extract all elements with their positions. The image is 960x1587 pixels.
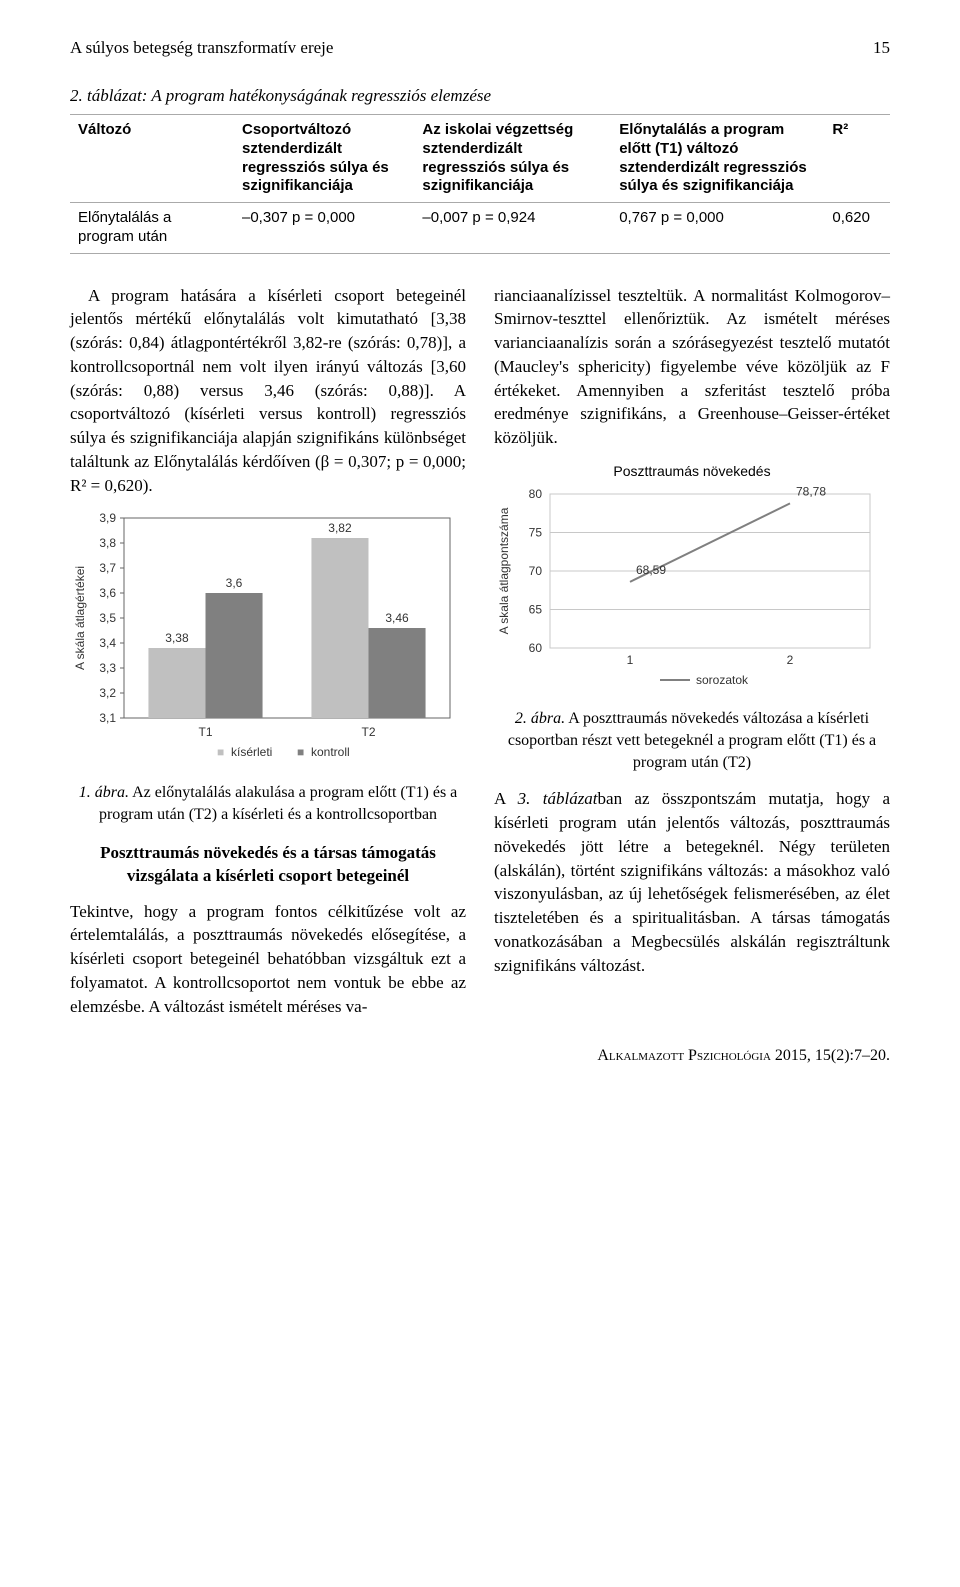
svg-text:3,5: 3,5 [99,611,116,625]
table2: Változó Csoportváltozó sztenderdizált re… [70,114,890,254]
right-p2: A 3. táblázatban az összpontszám mutatja… [494,787,890,977]
td-education: –0,007 p = 0,924 [414,203,611,254]
svg-text:3,3: 3,3 [99,661,116,675]
svg-text:3,46: 3,46 [385,611,409,625]
svg-text:65: 65 [529,602,543,616]
page-number: 15 [873,38,890,58]
svg-text:3,38: 3,38 [165,631,189,645]
svg-text:68,59: 68,59 [636,563,666,577]
fig2-caption: 2. ábra. A poszttraumás növekedés változ… [494,708,890,773]
running-title: A súlyos betegség transzformatív ereje [70,38,333,58]
two-columns: A program hatására a kísérleti csoport b… [70,284,890,1021]
left-p2: Tekintve, hogy a program fontos célkitűz… [70,900,466,1019]
journal-name: Alkalmazott Pszichológia [597,1047,771,1064]
chart2-title: Poszttraumás növekedés [494,462,890,482]
svg-text:3,6: 3,6 [226,576,243,590]
fig2-number: 2. ábra. [515,710,565,727]
td-group: –0,307 p = 0,000 [234,203,414,254]
running-head: A súlyos betegség transzformatív ereje 1… [70,38,890,58]
right-column: rianciaanalízissel teszteltük. A normali… [494,284,890,1021]
th-r2: R² [824,115,890,203]
svg-text:T1: T1 [198,725,212,739]
chart1-wrap: 3,1 3,2 3,3 3,4 3,5 3,6 3,7 3,8 3,9 A skála átlag… [70,510,466,777]
journal-issue: 2015, 15(2):7–20. [771,1047,890,1064]
th-t1: Előnytalálás a program előtt (T1) változ… [611,115,824,203]
svg-text:■: ■ [217,745,224,759]
svg-text:A skala átlagpontszáma: A skala átlagpontszáma [497,507,511,634]
svg-text:3,8: 3,8 [99,536,116,550]
svg-text:2: 2 [787,653,794,667]
fig1-number: 1. ábra. [79,784,129,801]
svg-text:3,7: 3,7 [99,561,116,575]
table-row: Előnytalálás a program után –0,307 p = 0… [70,203,890,254]
svg-text:3,1: 3,1 [99,711,116,725]
svg-text:1: 1 [627,653,634,667]
table-header-row: Változó Csoportváltozó sztenderdizált re… [70,115,890,203]
svg-text:kísérleti: kísérleti [231,745,272,759]
svg-text:80: 80 [529,487,543,501]
svg-text:78,78: 78,78 [796,486,826,498]
svg-text:kontroll: kontroll [311,745,350,759]
right-p2a: A [494,789,518,808]
svg-text:3,4: 3,4 [99,636,116,650]
svg-text:70: 70 [529,564,543,578]
svg-text:3,9: 3,9 [99,511,116,525]
chart2-wrap: Poszttraumás növekedés 60 65 70 75 80 A skala… [494,462,890,702]
svg-text:75: 75 [529,525,543,539]
fig1-text: Az előnytalálás alakulása a program előt… [99,784,457,823]
td-variable: Előnytalálás a program után [70,203,234,254]
th-group: Csoportváltozó sztenderdizált regresszió… [234,115,414,203]
chart1: 3,1 3,2 3,3 3,4 3,5 3,6 3,7 3,8 3,9 A skála átlag… [70,510,460,770]
svg-text:60: 60 [529,641,543,655]
section-heading: Poszttraumás növekedés és a társas támog… [70,842,466,888]
th-education: Az iskolai végzettség sztenderdizált reg… [414,115,611,203]
right-p1: rianciaanalízissel teszteltük. A normali… [494,284,890,451]
svg-text:A skála átlagértékei: A skála átlagértékei [73,566,87,670]
svg-text:3,6: 3,6 [99,586,116,600]
td-t1: 0,767 p = 0,000 [611,203,824,254]
td-r2: 0,620 [824,203,890,254]
svg-text:3,82: 3,82 [328,521,352,535]
fig1-caption: 1. ábra. Az előnytalálás alakulása a pro… [70,782,466,825]
page: A súlyos betegség transzformatív ereje 1… [0,0,960,1105]
left-column: A program hatására a kísérleti csoport b… [70,284,466,1021]
svg-text:T2: T2 [361,725,375,739]
svg-text:3,2: 3,2 [99,686,116,700]
th-variable: Változó [70,115,234,203]
footer: Alkalmazott Pszichológia 2015, 15(2):7–2… [70,1047,890,1065]
right-p2b: ban az összpontszám mutatja, hogy a kísé… [494,789,890,975]
svg-text:sorozatok: sorozatok [696,673,749,687]
right-p2-em: 3. táblázat [518,789,598,808]
chart2: 60 65 70 75 80 A skala átlagpontszáma 68,59 78,… [494,486,884,696]
left-p1: A program hatására a kísérleti csoport b… [70,284,466,498]
svg-text:■: ■ [297,745,304,759]
table2-caption: 2. táblázat: A program hatékonyságának r… [70,86,890,106]
